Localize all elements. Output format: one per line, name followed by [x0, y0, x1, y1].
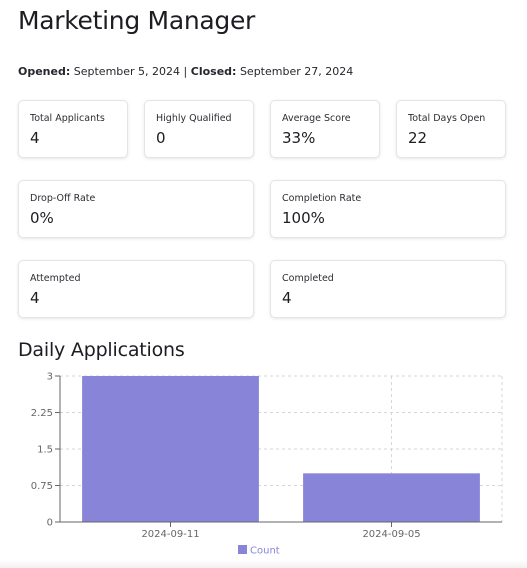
- opened-label: Opened:: [18, 65, 71, 78]
- stat-label: Average Score: [282, 113, 351, 124]
- x-tick-label: 2024-09-05: [362, 529, 420, 540]
- closed-label: Closed:: [190, 65, 237, 78]
- legend-swatch: [238, 545, 247, 554]
- stat-label: Highly Qualified: [156, 113, 232, 124]
- stat-label: Drop-Off Rate: [30, 193, 96, 204]
- stat-card-average-score: Average Score 33%: [270, 100, 380, 158]
- opened-date: September 5, 2024: [73, 65, 181, 78]
- stat-card-completed: Completed 4: [270, 260, 506, 318]
- stat-label: Completion Rate: [282, 193, 362, 204]
- x-tick-label: 2024-09-11: [141, 529, 199, 540]
- stat-value: 4: [282, 289, 292, 307]
- stat-label: Total Days Open: [408, 113, 486, 124]
- y-tick-label: 2.25: [31, 408, 53, 419]
- bottom-edge: [0, 560, 527, 568]
- y-tick-label: 3: [47, 372, 53, 383]
- y-tick-label: 1.5: [37, 445, 53, 456]
- daily-applications-title: Daily Applications: [18, 339, 185, 361]
- stat-label: Completed: [282, 273, 334, 284]
- bar-2024-09-05: [303, 473, 480, 522]
- stat-card-attempted: Attempted 4: [18, 260, 254, 318]
- stat-value: 4: [30, 129, 40, 147]
- y-tick-label: 0: [47, 518, 53, 529]
- y-tick-label: 0.75: [31, 481, 53, 492]
- chart-axes: 0 0.75 1.5 2.25 3 2024-09-11 2024-09-05: [31, 372, 502, 540]
- page-title: Marketing Manager: [18, 6, 256, 35]
- stat-value: 4: [30, 289, 40, 307]
- date-separator: |: [183, 65, 188, 78]
- stat-card-drop-off-rate: Drop-Off Rate 0%: [18, 180, 254, 238]
- stat-label: Total Applicants: [30, 113, 105, 124]
- chart-bars: [82, 376, 480, 522]
- stat-value: 33%: [282, 129, 316, 147]
- stat-card-total-applicants: Total Applicants 4: [18, 100, 128, 158]
- closed-date: September 27, 2024: [239, 65, 354, 78]
- job-dates: Opened: September 5, 2024 | Closed: Sept…: [18, 65, 353, 78]
- stat-value: 0%: [30, 209, 54, 227]
- stat-card-completion-rate: Completion Rate 100%: [270, 180, 506, 238]
- stat-value: 0: [156, 129, 166, 147]
- stat-value: 100%: [282, 209, 325, 227]
- stat-card-highly-qualified: Highly Qualified 0: [144, 100, 254, 158]
- stat-label: Attempted: [30, 273, 81, 284]
- chart-legend: Count: [238, 545, 280, 557]
- bar-2024-09-11: [82, 376, 259, 522]
- stat-card-total-days-open: Total Days Open 22: [396, 100, 506, 158]
- daily-applications-chart: 0 0.75 1.5 2.25 3 2024-09-11 2024-09-05 Count: [31, 372, 503, 557]
- stat-value: 22: [408, 129, 428, 147]
- legend-label: Count: [250, 546, 280, 557]
